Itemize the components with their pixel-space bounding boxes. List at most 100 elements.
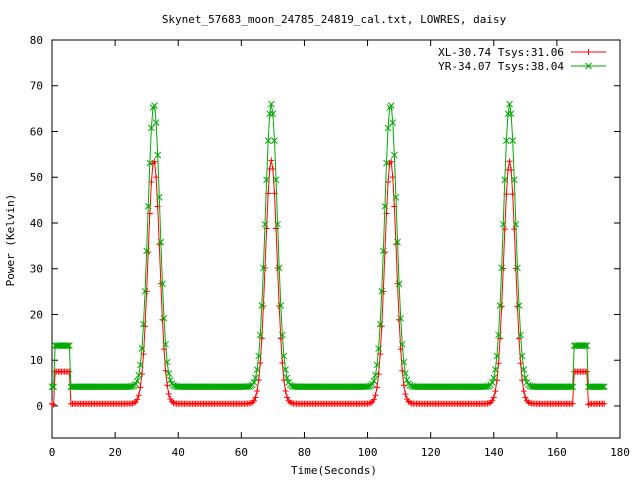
- data-point: [454, 383, 461, 391]
- data-point: [245, 383, 253, 390]
- data-point: [428, 383, 436, 391]
- data-point: [370, 377, 378, 385]
- data-point: [548, 383, 556, 391]
- data-point: [294, 383, 302, 391]
- data-point: [443, 383, 450, 391]
- data-point: [66, 368, 73, 375]
- data-point: [488, 379, 496, 386]
- data-point: [50, 401, 57, 408]
- legend-label: XL-30.74 Tsys:31.06: [438, 46, 564, 59]
- data-point: [575, 342, 583, 349]
- data-point: [493, 352, 501, 360]
- data-point: [425, 383, 433, 391]
- data-point: [495, 331, 502, 339]
- data-point: [514, 264, 521, 272]
- data-point: [154, 151, 162, 159]
- data-point: [58, 342, 65, 349]
- data-point: [92, 383, 100, 391]
- data-point: [490, 374, 498, 382]
- data-point: [506, 100, 513, 108]
- data-point: [137, 384, 144, 391]
- data-point: [537, 383, 545, 391]
- data-point: [512, 220, 520, 228]
- data-point: [134, 396, 141, 403]
- y-axis-label: Power (Kelvin): [4, 194, 17, 287]
- data-point: [50, 383, 57, 391]
- data-point: [345, 383, 352, 391]
- data-point: [282, 366, 289, 374]
- data-point: [444, 383, 452, 391]
- data-point: [327, 383, 335, 391]
- legend-marker: [585, 62, 592, 70]
- chart-title: Skynet_57683_moon_24785_24819_cal.txt, L…: [162, 13, 507, 26]
- data-point: [504, 110, 512, 118]
- data-point: [51, 342, 59, 349]
- data-point: [254, 388, 261, 395]
- data-point: [279, 331, 286, 339]
- data-point: [556, 383, 564, 391]
- data-point: [558, 383, 565, 391]
- data-point: [545, 383, 553, 391]
- x-tick-label: 160: [547, 446, 567, 459]
- data-point: [398, 340, 406, 348]
- data-point: [187, 383, 195, 391]
- data-point: [72, 383, 80, 391]
- data-point: [164, 382, 171, 389]
- data-point: [592, 383, 600, 391]
- data-point: [178, 383, 185, 391]
- data-point: [383, 159, 390, 167]
- y-tick-label: 10: [30, 354, 43, 367]
- data-point: [553, 383, 561, 391]
- data-point: [583, 368, 590, 375]
- data-point: [116, 383, 124, 391]
- data-point: [457, 383, 464, 391]
- data-point: [492, 366, 499, 374]
- data-point: [372, 371, 379, 379]
- data-point: [234, 383, 242, 391]
- data-point: [416, 383, 423, 391]
- data-point: [313, 383, 321, 391]
- data-point: [88, 383, 95, 391]
- data-point: [507, 110, 515, 118]
- data-point: [566, 383, 573, 391]
- data-point: [151, 158, 158, 165]
- data-point: [133, 377, 141, 385]
- data-point: [53, 342, 61, 349]
- data-point: [550, 383, 558, 391]
- data-point: [261, 220, 269, 228]
- data-point: [59, 342, 67, 349]
- data-point: [465, 383, 472, 391]
- data-point: [403, 376, 411, 384]
- data-point: [384, 124, 392, 132]
- data-point: [463, 383, 471, 391]
- data-point: [439, 383, 447, 391]
- data-point: [331, 383, 338, 391]
- data-point: [378, 287, 386, 295]
- data-point: [335, 383, 343, 391]
- data-point: [450, 383, 458, 391]
- data-point: [447, 383, 455, 391]
- data-point: [424, 383, 431, 391]
- data-point: [400, 358, 408, 366]
- data-point: [533, 383, 540, 391]
- data-point: [452, 383, 460, 391]
- data-point: [189, 383, 196, 391]
- data-point: [260, 264, 267, 272]
- data-point: [414, 383, 422, 391]
- data-point: [263, 176, 270, 184]
- data-point: [73, 383, 81, 391]
- data-point: [389, 119, 397, 126]
- data-point: [64, 342, 72, 349]
- data-point: [165, 370, 173, 377]
- data-point: [400, 382, 407, 389]
- data-point: [212, 383, 220, 391]
- data-point: [198, 383, 206, 391]
- data-point: [163, 358, 171, 366]
- data-point: [99, 383, 106, 391]
- data-point: [48, 383, 56, 391]
- data-point: [162, 340, 169, 348]
- data-point: [267, 100, 275, 108]
- data-point: [84, 383, 92, 391]
- data-point: [225, 383, 233, 391]
